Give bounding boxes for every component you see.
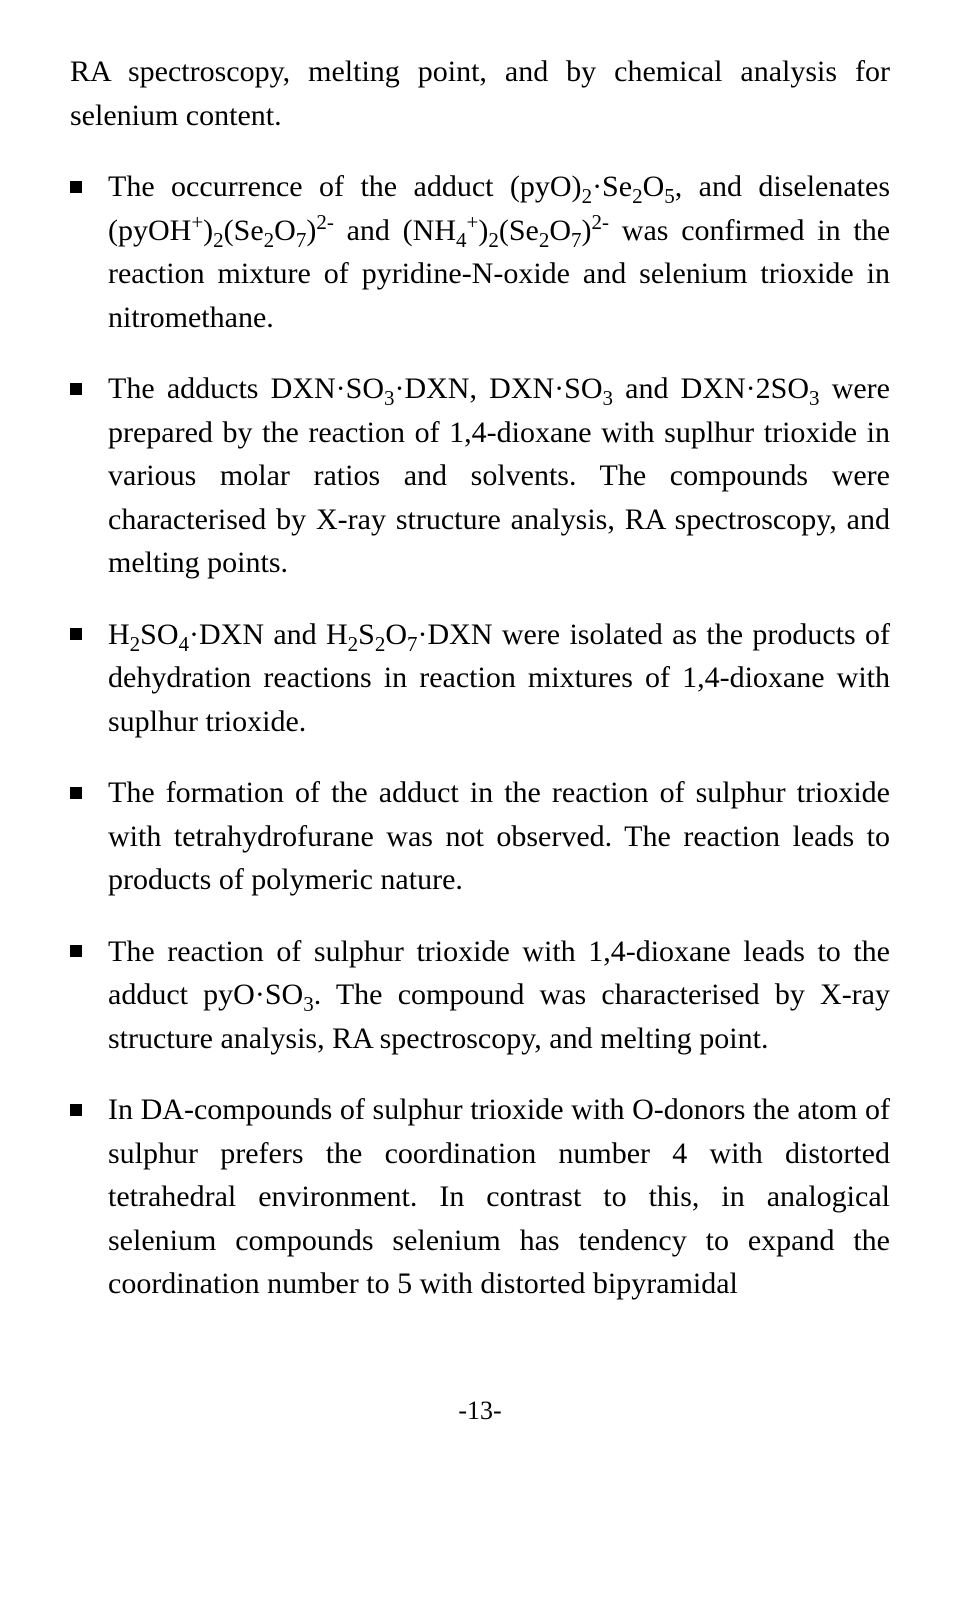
text-fragment: ) xyxy=(203,214,213,247)
subscript: 7 xyxy=(407,632,418,656)
subscript: 3 xyxy=(603,386,614,410)
text-fragment: O xyxy=(643,170,665,203)
list-item: The formation of the adduct in the react… xyxy=(70,771,890,902)
text-fragment: ·Se xyxy=(592,170,632,203)
subscript: 2 xyxy=(213,228,224,252)
text-fragment: ) xyxy=(478,214,488,247)
text-fragment: SO xyxy=(140,618,178,651)
subscript: 3 xyxy=(809,386,820,410)
text-fragment: S xyxy=(358,618,375,651)
subscript: 7 xyxy=(571,228,582,252)
text-fragment: and (NH xyxy=(334,214,456,247)
list-item: The adducts DXN·SO3·DXN, DXN·SO3 and DXN… xyxy=(70,367,890,585)
superscript: 2- xyxy=(592,210,610,234)
subscript: 2 xyxy=(488,228,499,252)
list-item: The reaction of sulphur trioxide with 1,… xyxy=(70,930,890,1061)
subscript: 5 xyxy=(664,184,675,208)
subscript: 7 xyxy=(296,228,307,252)
text-fragment: The adducts DXN·SO xyxy=(108,372,384,405)
superscript: 2- xyxy=(316,210,334,234)
subscript: 4 xyxy=(179,632,190,656)
subscript: 4 xyxy=(456,228,467,252)
text-fragment: (Se xyxy=(499,214,539,247)
subscript: 2 xyxy=(375,632,386,656)
page-number: -13- xyxy=(70,1396,890,1426)
text-fragment: O xyxy=(385,618,407,651)
continuation-paragraph: RA spectroscopy, melting point, and by c… xyxy=(70,50,890,137)
list-item: The occurrence of the adduct (pyO)2·Se2O… xyxy=(70,165,890,339)
text-fragment: H xyxy=(108,618,130,651)
bullet-list: The occurrence of the adduct (pyO)2·Se2O… xyxy=(70,165,890,1306)
text-fragment: The occurrence of the adduct (pyO) xyxy=(108,170,582,203)
subscript: 2 xyxy=(539,228,550,252)
text-fragment: ) xyxy=(582,214,592,247)
text-fragment: (Se xyxy=(224,214,264,247)
subscript: 3 xyxy=(303,992,314,1016)
subscript: 2 xyxy=(632,184,643,208)
text-fragment: O xyxy=(549,214,571,247)
text-fragment: ·DXN and H xyxy=(189,618,348,651)
list-item: H2SO4·DXN and H2S2O7·DXN were isolated a… xyxy=(70,613,890,744)
subscript: 2 xyxy=(582,184,593,208)
subscript: 2 xyxy=(348,632,359,656)
text-fragment: ·DXN, DXN·SO xyxy=(394,372,602,405)
subscript: 2 xyxy=(264,228,275,252)
subscript: 3 xyxy=(384,386,395,410)
subscript: 2 xyxy=(130,632,141,656)
text-fragment: O xyxy=(274,214,296,247)
superscript: + xyxy=(467,210,479,234)
superscript: + xyxy=(191,210,203,234)
text-fragment: and DXN·2SO xyxy=(613,372,809,405)
list-item: In DA-compounds of sulphur trioxide with… xyxy=(70,1088,890,1306)
text-fragment: ) xyxy=(306,214,316,247)
